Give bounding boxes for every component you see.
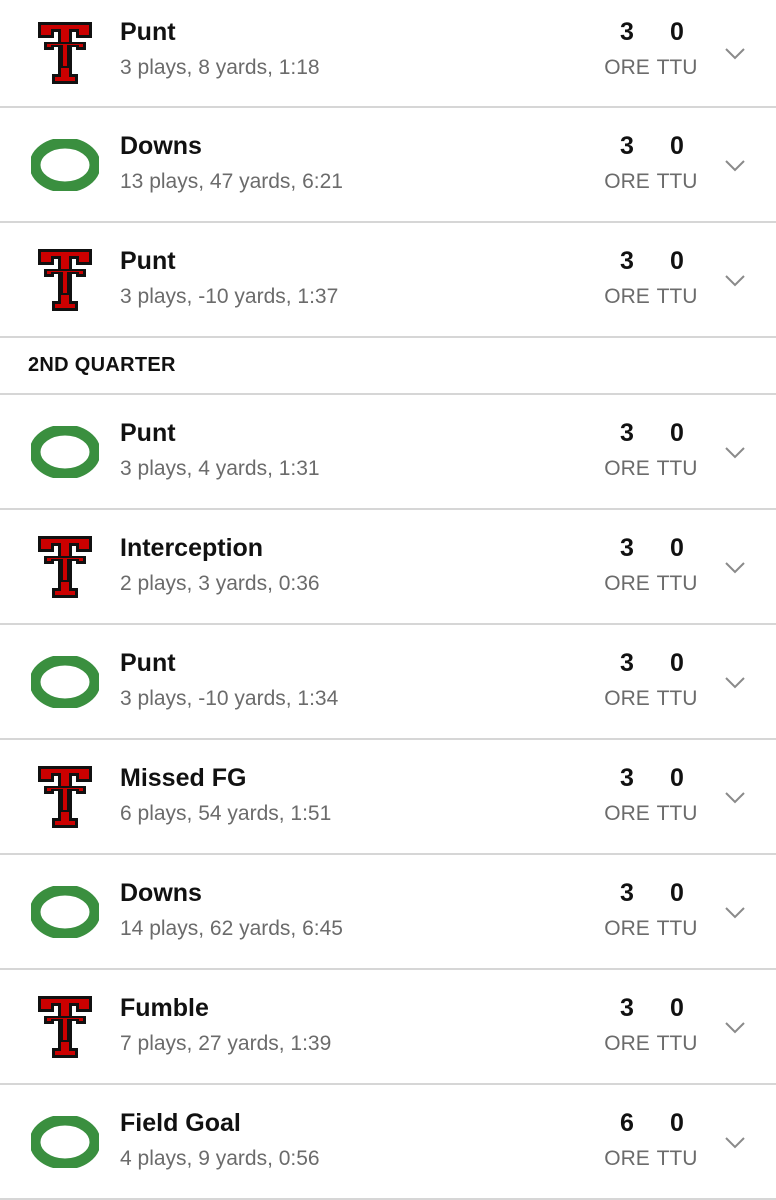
drive-result: Field Goal (120, 1109, 241, 1137)
texas-tech-double-t-logo (30, 992, 100, 1062)
drive-row-ttu[interactable]: Punt 3 plays, 8 yards, 1:18 3 0 ORE TTU (0, 0, 776, 108)
chevron-down-icon[interactable] (722, 268, 748, 294)
quarter-label: 2ND QUARTER (28, 354, 176, 376)
drive-row-ore[interactable]: Punt 3 plays, -10 yards, 1:34 3 0 ORE TT… (0, 625, 776, 740)
ore-abbr: ORE (604, 56, 650, 79)
ttu-abbr: TTU (656, 917, 698, 940)
drive-result: Missed FG (120, 764, 247, 792)
drive-summary: 2 plays, 3 yards, 0:36 (120, 572, 320, 595)
drive-result: Fumble (120, 994, 209, 1022)
drive-result: Downs (120, 132, 202, 160)
drive-summary: 13 plays, 47 yards, 6:21 (120, 170, 343, 193)
drive-row-ttu[interactable]: Fumble 7 plays, 27 yards, 1:39 3 0 ORE T… (0, 970, 776, 1085)
ttu-score: 0 (670, 534, 684, 562)
ttu-score: 0 (670, 879, 684, 907)
ttu-score: 0 (670, 649, 684, 677)
ore-score: 3 (620, 18, 634, 46)
ttu-abbr: TTU (656, 802, 698, 825)
drive-summary: 14 plays, 62 yards, 6:45 (120, 917, 343, 940)
ore-abbr: ORE (604, 1032, 650, 1055)
ttu-score: 0 (670, 132, 684, 160)
oregon-o-logo (30, 1107, 100, 1177)
ttu-score: 0 (670, 18, 684, 46)
drive-summary: 6 plays, 54 yards, 1:51 (120, 802, 332, 825)
oregon-o-logo (30, 130, 100, 200)
ore-abbr: ORE (604, 457, 650, 480)
ore-score: 3 (620, 649, 634, 677)
drive-row-ttu[interactable]: Punt 3 plays, -10 yards, 1:37 3 0 ORE TT… (0, 223, 776, 338)
drive-summary: 3 plays, 8 yards, 1:18 (120, 56, 320, 79)
ttu-score: 0 (670, 994, 684, 1022)
drive-row-ore[interactable]: Field Goal 4 plays, 9 yards, 0:56 6 0 OR… (0, 1085, 776, 1200)
texas-tech-double-t-logo (30, 762, 100, 832)
chevron-down-icon[interactable] (722, 670, 748, 696)
drive-row-ore[interactable]: Punt 3 plays, 4 yards, 1:31 3 0 ORE TTU (0, 395, 776, 510)
texas-tech-double-t-logo (30, 532, 100, 602)
ore-abbr: ORE (604, 687, 650, 710)
ttu-abbr: TTU (656, 1147, 698, 1170)
ore-score: 3 (620, 994, 634, 1022)
drive-result: Punt (120, 18, 176, 46)
ttu-score: 0 (670, 247, 684, 275)
drive-row-ttu[interactable]: Missed FG 6 plays, 54 yards, 1:51 3 0 OR… (0, 740, 776, 855)
drive-summary: 3 plays, -10 yards, 1:37 (120, 285, 339, 308)
ttu-score: 0 (670, 764, 684, 792)
ore-score: 3 (620, 419, 634, 447)
ore-score: 3 (620, 764, 634, 792)
ttu-abbr: TTU (656, 687, 698, 710)
drive-summary: 7 plays, 27 yards, 1:39 (120, 1032, 332, 1055)
ttu-abbr: TTU (656, 1032, 698, 1055)
ttu-abbr: TTU (656, 56, 698, 79)
ttu-abbr: TTU (656, 285, 698, 308)
chevron-down-icon[interactable] (722, 440, 748, 466)
ore-score: 6 (620, 1109, 634, 1137)
ore-abbr: ORE (604, 917, 650, 940)
ore-abbr: ORE (604, 170, 650, 193)
drive-result: Interception (120, 534, 264, 562)
drive-row-ttu[interactable]: Interception 2 plays, 3 yards, 0:36 3 0 … (0, 510, 776, 625)
drive-result: Punt (120, 649, 176, 677)
ttu-abbr: TTU (656, 170, 698, 193)
drive-result: Punt (120, 419, 176, 447)
ore-abbr: ORE (604, 285, 650, 308)
drive-result: Downs (120, 879, 202, 907)
drive-row-ore[interactable]: Downs 13 plays, 47 yards, 6:21 3 0 ORE T… (0, 108, 776, 223)
ore-score: 3 (620, 247, 634, 275)
ttu-abbr: TTU (656, 572, 698, 595)
chevron-down-icon[interactable] (722, 1130, 748, 1156)
ore-score: 3 (620, 534, 634, 562)
chevron-down-icon[interactable] (722, 41, 748, 67)
drive-result: Punt (120, 247, 176, 275)
ore-score: 3 (620, 879, 634, 907)
chevron-down-icon[interactable] (722, 153, 748, 179)
ttu-score: 0 (670, 419, 684, 447)
texas-tech-double-t-logo (30, 18, 100, 88)
chevron-down-icon[interactable] (722, 900, 748, 926)
ttu-abbr: TTU (656, 457, 698, 480)
ore-abbr: ORE (604, 1147, 650, 1170)
ore-abbr: ORE (604, 572, 650, 595)
drive-summary: 3 plays, -10 yards, 1:34 (120, 687, 339, 710)
texas-tech-double-t-logo (30, 245, 100, 315)
ore-score: 3 (620, 132, 634, 160)
chevron-down-icon[interactable] (722, 785, 748, 811)
drive-summary: 4 plays, 9 yards, 0:56 (120, 1147, 320, 1170)
drive-summary: 3 plays, 4 yards, 1:31 (120, 457, 320, 480)
quarter-header: 2ND QUARTER (0, 338, 776, 395)
oregon-o-logo (30, 417, 100, 487)
ore-abbr: ORE (604, 802, 650, 825)
oregon-o-logo (30, 647, 100, 717)
chevron-down-icon[interactable] (722, 1015, 748, 1041)
oregon-o-logo (30, 877, 100, 947)
ttu-score: 0 (670, 1109, 684, 1137)
drive-row-ore[interactable]: Downs 14 plays, 62 yards, 6:45 3 0 ORE T… (0, 855, 776, 970)
chevron-down-icon[interactable] (722, 555, 748, 581)
